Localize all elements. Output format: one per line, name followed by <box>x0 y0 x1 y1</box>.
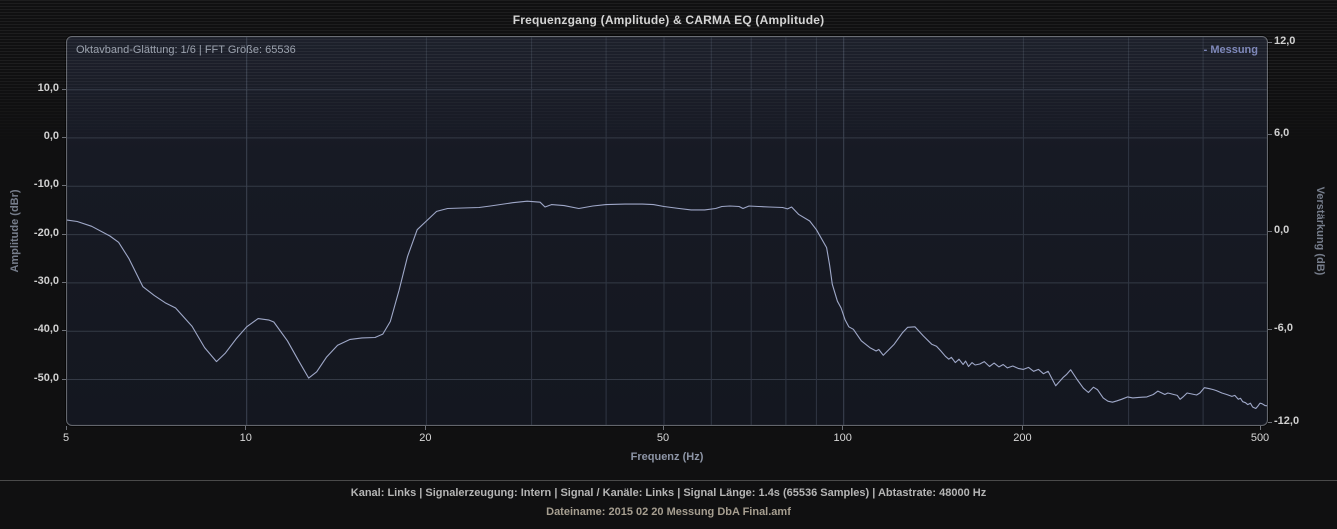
y-left-tick-label: -10,0 <box>33 178 59 191</box>
y-right-tick-label: 12,0 <box>1274 35 1296 47</box>
y-right-tick-mark <box>1268 328 1272 330</box>
smoothing-fft-info-label: Oktavband-Glättung: 1/6 | FFT Größe: 655… <box>76 44 296 56</box>
x-axis-title: Frequenz (Hz) <box>630 451 704 463</box>
y-right-tick-label: 6,0 <box>1274 126 1290 139</box>
y-left-tick-mark <box>62 330 66 332</box>
x-tick-label: 500 <box>1250 432 1270 444</box>
y-left-tick-label: -20,0 <box>33 226 59 239</box>
plot-canvas <box>67 37 1267 425</box>
x-tick-mark <box>842 426 844 430</box>
legend-messung: - Messung <box>1203 44 1258 56</box>
x-tick-label: 100 <box>833 432 852 444</box>
y-right-tick-label: -12,0 <box>1274 415 1300 427</box>
x-tick-label: 5 <box>62 432 70 444</box>
x-tick-mark <box>65 426 67 430</box>
measurement-status-line: Kanal: Links | Signalerzeugung: Intern |… <box>350 487 987 499</box>
x-tick-mark <box>245 426 247 430</box>
y-right-tick-mark <box>1268 231 1272 232</box>
x-tick-mark <box>1259 426 1261 430</box>
y-left-tick-mark <box>62 88 66 90</box>
x-tick-mark <box>1021 426 1023 430</box>
y-right-tick-mark <box>1268 42 1272 43</box>
y-right-tick-label: 0,0 <box>1274 224 1290 236</box>
y-left-tick-mark <box>62 378 66 380</box>
x-tick-label: 10 <box>239 432 252 444</box>
y-right-tick-mark <box>1268 133 1272 135</box>
y-right-tick-mark <box>1268 422 1272 423</box>
y-left-tick-label: -40,0 <box>33 323 59 336</box>
y-left-tick-label: -30,0 <box>33 274 59 287</box>
frequency-response-plot[interactable]: Oktavband-Glättung: 1/6 | FFT Größe: 655… <box>66 36 1268 426</box>
x-tick-mark <box>424 426 426 430</box>
status-divider-line <box>0 480 1337 481</box>
chart-title: Frequenzgang (Amplitude) & CARMA EQ (Amp… <box>512 13 825 27</box>
y-left-tick-mark <box>62 136 66 138</box>
y-left-tick-label: 10,0 <box>37 81 59 94</box>
y-right-tick-label: -6,0 <box>1274 321 1293 334</box>
x-tick-label: 20 <box>419 432 432 444</box>
y-left-tick-label: -50,0 <box>33 371 59 384</box>
y-left-tick-mark <box>62 185 66 187</box>
y-left-tick-label: 0,0 <box>43 129 59 142</box>
filename-status-line: Dateiname: 2015 02 20 Messung DbA Final.… <box>546 506 791 518</box>
y-left-tick-mark <box>62 281 66 283</box>
x-tick-label: 50 <box>656 432 670 444</box>
y-left-tick-mark <box>62 233 66 235</box>
x-tick-mark <box>662 426 664 430</box>
x-tick-label: 200 <box>1013 432 1032 444</box>
